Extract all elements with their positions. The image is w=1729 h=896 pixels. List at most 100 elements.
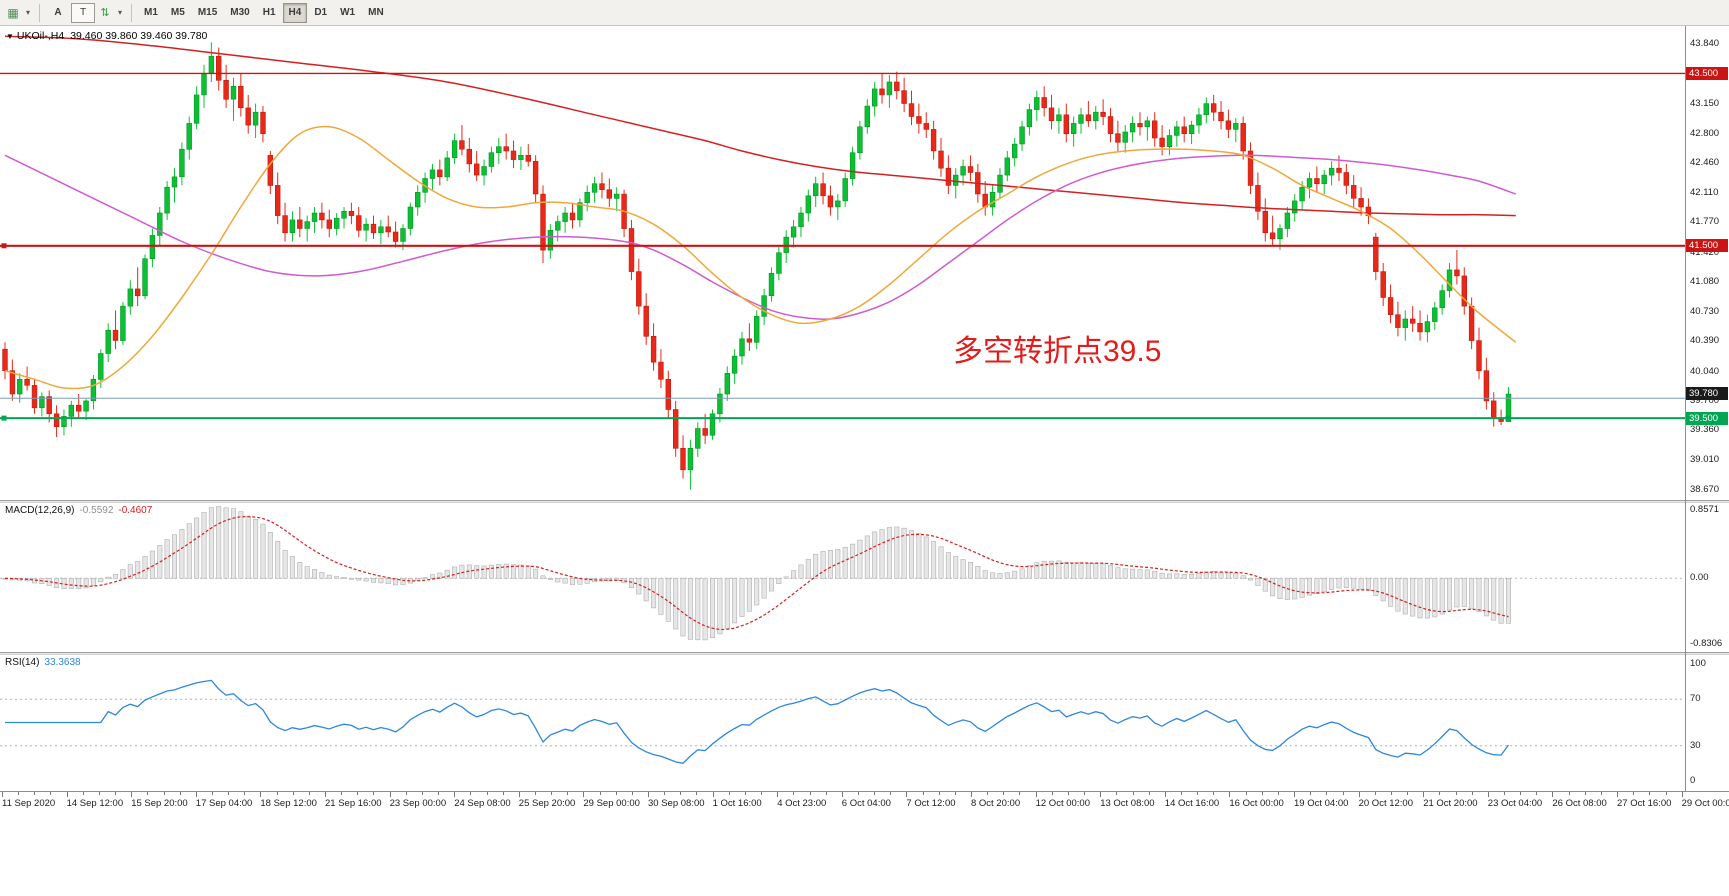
rsi-panel-canvas[interactable]: [0, 655, 1729, 790]
time-axis-tick: [163, 792, 165, 795]
ohlc-values: 39.460 39.860 39.460 39.780: [70, 30, 208, 42]
toolbar-divider: [39, 3, 40, 22]
price-axis-label: 41.080: [1690, 275, 1720, 287]
expand-triangle-icon[interactable]: ▼: [6, 32, 14, 41]
timeframe-d1-button[interactable]: D1: [308, 3, 333, 23]
time-axis-tick: [857, 792, 859, 795]
time-axis-tick-major: [971, 792, 972, 797]
time-axis-tick-major: [260, 792, 262, 797]
time-axis-tick-major: [2, 792, 3, 797]
time-axis-tick-major: [777, 792, 779, 797]
time-axis-tick: [228, 792, 230, 795]
time-axis-tick: [1261, 792, 1263, 795]
time-axis-tick: [1245, 792, 1247, 795]
timeframe-mn-button[interactable]: MN: [362, 3, 390, 23]
time-axis-tick: [1584, 792, 1586, 795]
text-tool-button[interactable]: T: [71, 2, 95, 23]
time-axis-label: 23 Sep 00:00: [389, 798, 447, 809]
time-axis-label: 30 Sep 08:00: [648, 798, 705, 809]
rsi-value: 33.3638: [44, 657, 81, 668]
time-axis-tick: [1277, 792, 1279, 795]
timeframe-w1-button[interactable]: W1: [334, 3, 361, 23]
time-axis-tick: [534, 792, 536, 795]
timeframe-h4-button[interactable]: H4: [282, 2, 308, 23]
rsi-axis-label: 70: [1690, 693, 1701, 705]
time-axis-label: 12 Oct 00:00: [1035, 798, 1090, 809]
time-axis-label: 21 Oct 20:00: [1423, 798, 1478, 809]
time-axis-label: 21 Sep 16:00: [325, 798, 382, 809]
time-axis-tick: [486, 792, 488, 795]
chart-annotation-text[interactable]: 多空转折点39.5: [953, 335, 1162, 368]
time-axis-tick: [922, 792, 924, 795]
time-axis-tick: [82, 792, 84, 795]
time-axis-label: 14 Sep 12:00: [66, 798, 124, 809]
time-axis-tick-major: [1681, 792, 1683, 797]
profile-dropdown-caret-icon[interactable]: ▾: [25, 8, 30, 17]
rsi-panel-resize-handle[interactable]: [0, 652, 1729, 655]
cursor-tool-button[interactable]: A: [46, 3, 70, 23]
price-badge-43.500: 43.500: [1686, 66, 1728, 80]
time-axis-tick: [615, 792, 617, 795]
time-axis-tick: [1084, 792, 1085, 795]
macd-panel-canvas[interactable]: [0, 503, 1729, 652]
price-axis-label: 38.670: [1690, 483, 1720, 495]
time-axis-tick: [405, 792, 407, 795]
time-axis-tick: [341, 792, 343, 795]
macd-label: MACD(12,26,9) -0.5592 -0.4607: [5, 505, 153, 516]
timeframe-m30-button[interactable]: M30: [224, 3, 255, 23]
price-badge-41.500: 41.500: [1686, 239, 1728, 253]
time-axis-tick: [212, 792, 213, 795]
time-axis-label: 13 Oct 08:00: [1100, 798, 1155, 809]
time-axis-tick-major: [454, 792, 456, 797]
indicators-icon[interactable]: ⇅: [100, 7, 110, 19]
timeframe-m1-button[interactable]: M1: [138, 3, 164, 23]
time-axis-tick-major: [131, 792, 133, 797]
time-axis-tick-major: [841, 792, 843, 797]
timeframe-buttons: M1 M5 M15 M30 H1 H4 D1 W1 MN: [138, 2, 390, 23]
time-axis-tick: [551, 792, 553, 795]
time-axis-tick: [373, 792, 375, 795]
time-axis-tick: [567, 792, 569, 795]
time-axis-tick: [1132, 792, 1134, 795]
indicators-dropdown-caret-icon[interactable]: ▾: [117, 8, 122, 17]
time-axis-tick: [50, 792, 52, 795]
time-axis-tick: [1342, 792, 1344, 795]
price-badge-39.780: 39.780: [1686, 387, 1728, 401]
time-axis-tick: [696, 792, 698, 795]
time-axis-tick-major: [1294, 792, 1295, 797]
timeframe-m5-button[interactable]: M5: [165, 3, 191, 23]
price-axis-label: 43.150: [1690, 97, 1720, 109]
time-axis-tick: [680, 792, 682, 795]
time-axis-tick-major: [1358, 792, 1360, 797]
main-chart-canvas[interactable]: [0, 26, 1729, 500]
time-axis-label: 15 Sep 20:00: [131, 798, 188, 809]
time-axis-tick: [1390, 792, 1392, 795]
time-axis-tick-major: [906, 792, 908, 797]
time-axis-label: 24 Sep 08:00: [454, 798, 511, 809]
rsi-axis-label: 100: [1690, 658, 1706, 670]
price-axis-label: 43.840: [1690, 38, 1720, 50]
time-axis-tick-major: [389, 792, 391, 797]
time-axis[interactable]: 11 Sep 2020 14 Sep 12:00 15 Sep 20:00 17 Se…: [0, 791, 1729, 812]
macd-signal-value: -0.4607: [118, 505, 153, 516]
timeframe-m15-button[interactable]: M15: [192, 3, 223, 23]
time-axis-tick: [874, 792, 876, 795]
toolbar: ▦ ▾ A T ⇅ ▾ M1 M5 M15 M30 H1 H4 D1 W1 MN: [0, 0, 1729, 26]
time-axis-tick: [18, 792, 20, 795]
chart-profile-icon[interactable]: ▦: [7, 5, 19, 20]
time-axis-tick: [631, 792, 633, 795]
symbol-name: UKOil-,H4: [16, 30, 65, 42]
time-axis-tick: [1116, 792, 1118, 795]
timeframe-h1-button[interactable]: H1: [257, 3, 282, 23]
time-axis-tick: [987, 792, 989, 795]
time-axis-tick: [1633, 792, 1635, 795]
rsi-label: RSI(14) 33.3638: [5, 657, 81, 668]
time-axis-tick: [1471, 792, 1473, 795]
time-axis-label: 1 Oct 16:00: [712, 798, 762, 809]
macd-panel-resize-handle[interactable]: [0, 500, 1729, 503]
time-axis-tick: [809, 792, 811, 795]
macd-axis-label: -0.8306: [1690, 638, 1723, 650]
time-axis-tick: [1019, 792, 1021, 795]
time-axis-tick-major: [325, 792, 326, 797]
time-axis-label: 16 Oct 00:00: [1229, 798, 1284, 809]
